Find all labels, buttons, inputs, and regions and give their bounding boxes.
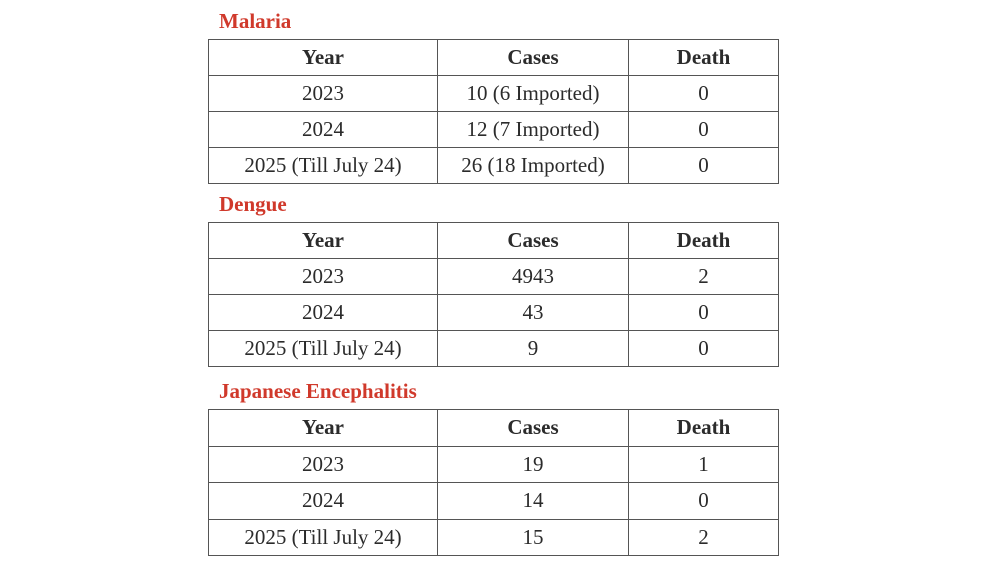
year-cell: 2023	[208, 75, 438, 112]
cases-cell: 43	[437, 294, 629, 331]
cases-header: Cases	[437, 39, 629, 76]
death-header: Death	[628, 39, 779, 76]
cases-cell: 19	[437, 445, 629, 483]
cases-cell: 10 (6 Imported)	[437, 75, 629, 112]
malaria-heading: Malaria	[219, 9, 292, 33]
cases-cell: 14	[437, 482, 629, 520]
year-cell: 2025 (Till July 24)	[208, 330, 438, 367]
death-cell: 0	[628, 111, 779, 148]
year-cell: 2024	[208, 111, 438, 148]
japanese-encephalitis-table: Year Cases Death 2023 19 1 2024 14 0 202…	[208, 409, 779, 556]
table-row: 2023 4943 2	[208, 258, 779, 295]
death-cell: 0	[628, 75, 779, 112]
table-row: 2025 (Till July 24) 15 2	[208, 518, 779, 556]
year-cell: 2024	[208, 294, 438, 331]
table-header-row: Year Cases Death	[208, 39, 779, 76]
death-cell: 0	[628, 294, 779, 331]
table-row: 2025 (Till July 24) 26 (18 Imported) 0	[208, 147, 779, 184]
table-row: 2024 14 0	[208, 482, 779, 520]
year-cell: 2024	[208, 482, 438, 520]
year-header: Year	[208, 39, 438, 76]
cases-cell: 9	[437, 330, 629, 367]
year-header: Year	[208, 222, 438, 259]
cases-header: Cases	[437, 222, 629, 259]
death-header: Death	[628, 409, 779, 447]
dengue-heading: Dengue	[219, 192, 287, 216]
year-cell: 2025 (Till July 24)	[208, 518, 438, 556]
death-cell: 1	[628, 445, 779, 483]
table-header-row: Year Cases Death	[208, 409, 779, 447]
year-cell: 2023	[208, 258, 438, 295]
table-row: 2025 (Till July 24) 9 0	[208, 330, 779, 367]
year-cell: 2023	[208, 445, 438, 483]
table-row: 2024 12 (7 Imported) 0	[208, 111, 779, 148]
death-cell: 2	[628, 518, 779, 556]
table-row: 2023 10 (6 Imported) 0	[208, 75, 779, 112]
japanese-encephalitis-heading: Japanese Encephalitis	[219, 379, 417, 403]
death-cell: 0	[628, 147, 779, 184]
dengue-table: Year Cases Death 2023 4943 2 2024 43 0 2…	[208, 222, 779, 367]
year-header: Year	[208, 409, 438, 447]
table-header-row: Year Cases Death	[208, 222, 779, 259]
cases-header: Cases	[437, 409, 629, 447]
cases-cell: 26 (18 Imported)	[437, 147, 629, 184]
cases-cell: 15	[437, 518, 629, 556]
year-cell: 2025 (Till July 24)	[208, 147, 438, 184]
cases-cell: 12 (7 Imported)	[437, 111, 629, 148]
death-cell: 0	[628, 482, 779, 520]
death-header: Death	[628, 222, 779, 259]
death-cell: 0	[628, 330, 779, 367]
table-row: 2024 43 0	[208, 294, 779, 331]
cases-cell: 4943	[437, 258, 629, 295]
death-cell: 2	[628, 258, 779, 295]
malaria-table: Year Cases Death 2023 10 (6 Imported) 0 …	[208, 39, 779, 184]
table-row: 2023 19 1	[208, 445, 779, 483]
